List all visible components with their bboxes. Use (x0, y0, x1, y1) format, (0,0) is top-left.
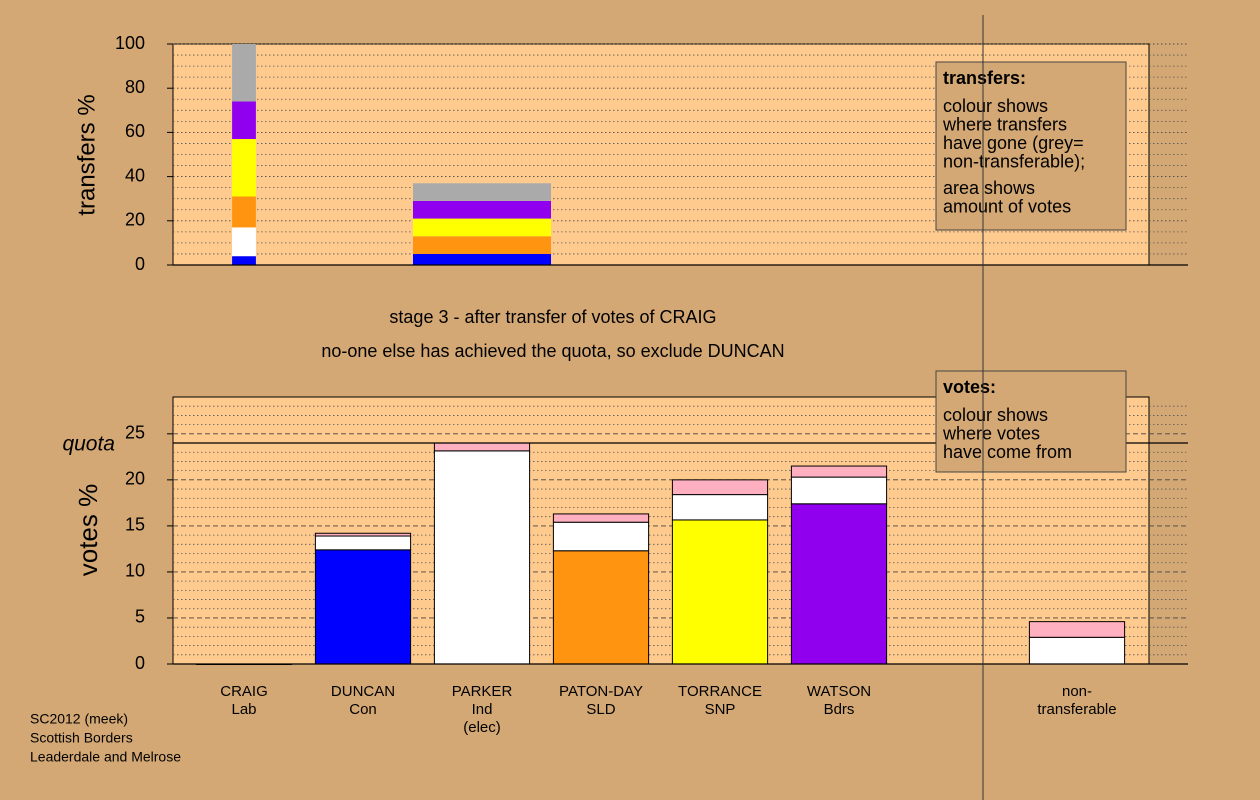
bar-segment (790, 503, 888, 665)
bar-segment (314, 532, 412, 537)
legend-line: amount of votes (943, 196, 1071, 216)
y-tick-label: 40 (125, 165, 145, 185)
legend-box (935, 370, 1127, 473)
bar-segment (671, 519, 769, 665)
x-tick-label: CRAIG (220, 683, 268, 700)
y-tick-label: 0 (135, 653, 145, 673)
bar-segment (671, 479, 769, 496)
y-tick-label: 15 (125, 515, 145, 535)
y-tick-label: 100 (115, 33, 145, 53)
x-tick-label: WATSON (807, 683, 871, 700)
legend-line: where votes (942, 423, 1040, 443)
legend-title: transfers: (943, 68, 1026, 88)
x-tick-label: PATON-DAY (559, 683, 643, 700)
bar-segment (433, 442, 531, 452)
legend-line: have gone (grey= (943, 133, 1084, 153)
bar-segment (1028, 636, 1126, 665)
bar-segment (232, 44, 256, 102)
bar-segment (412, 253, 552, 265)
legend-line: area shows (943, 178, 1035, 198)
legend-line: where transfers (942, 114, 1067, 134)
bar-segment (671, 494, 769, 521)
bar-segment (552, 521, 650, 552)
bar-segment (433, 450, 531, 665)
bar-segment (412, 236, 552, 254)
bar-segment (314, 549, 412, 665)
x-tick-label: DUNCAN (331, 683, 395, 700)
y-tick-label: 5 (135, 607, 145, 627)
bar-segment (232, 101, 256, 140)
bar-segment (232, 256, 256, 265)
y-tick-label: 20 (125, 469, 145, 489)
x-tick-label: SLD (586, 701, 615, 718)
bar-segment (314, 535, 412, 551)
x-tick-label: Con (349, 701, 377, 718)
bar-segment (1028, 621, 1126, 638)
legend-box (935, 61, 1127, 231)
x-tick-label: transferable (1037, 701, 1116, 718)
x-tick-label: Bdrs (824, 701, 855, 718)
x-tick-label: TORRANCE (678, 683, 762, 700)
y-tick-label: 20 (125, 210, 145, 230)
y-tick-label: 10 (125, 561, 145, 581)
legend-line: non-transferable); (943, 151, 1085, 171)
bar-segment (412, 200, 552, 219)
quota-label: quota (62, 433, 115, 456)
y-tick-label: 0 (135, 254, 145, 274)
legend-line: have come from (943, 442, 1072, 462)
bar-segment (790, 476, 888, 505)
bar-segment (232, 139, 256, 197)
x-tick-label: (elec) (463, 719, 501, 736)
annotation: no-one else has achieved the quota, so e… (321, 341, 784, 361)
x-tick-label: Ind (472, 701, 493, 718)
bar-segment (232, 196, 256, 228)
legend-line: colour shows (943, 405, 1048, 425)
y-tick-label: 80 (125, 77, 145, 97)
bar-segment (790, 465, 888, 478)
annotation: stage 3 - after transfer of votes of CRA… (389, 307, 716, 327)
bar-segment (412, 218, 552, 237)
x-tick-label: non- (1062, 683, 1092, 700)
legend-line: colour shows (943, 96, 1048, 116)
bar-segment (232, 227, 256, 257)
x-tick-label: PARKER (452, 683, 513, 700)
x-tick-label: SNP (705, 701, 736, 718)
y-axis-label: votes % (73, 484, 103, 577)
footer: Scottish Borders (30, 730, 133, 746)
footer: Leaderdale and Melrose (30, 749, 181, 765)
y-tick-label: 25 (125, 423, 145, 443)
footer: SC2012 (meek) (30, 711, 128, 727)
bar-segment (552, 513, 650, 523)
legend-title: votes: (943, 377, 996, 397)
bar-segment (412, 183, 552, 201)
y-axis-label: transfers % (73, 94, 100, 215)
bar-segment (552, 550, 650, 665)
x-tick-label: Lab (231, 701, 256, 718)
y-tick-label: 60 (125, 121, 145, 141)
